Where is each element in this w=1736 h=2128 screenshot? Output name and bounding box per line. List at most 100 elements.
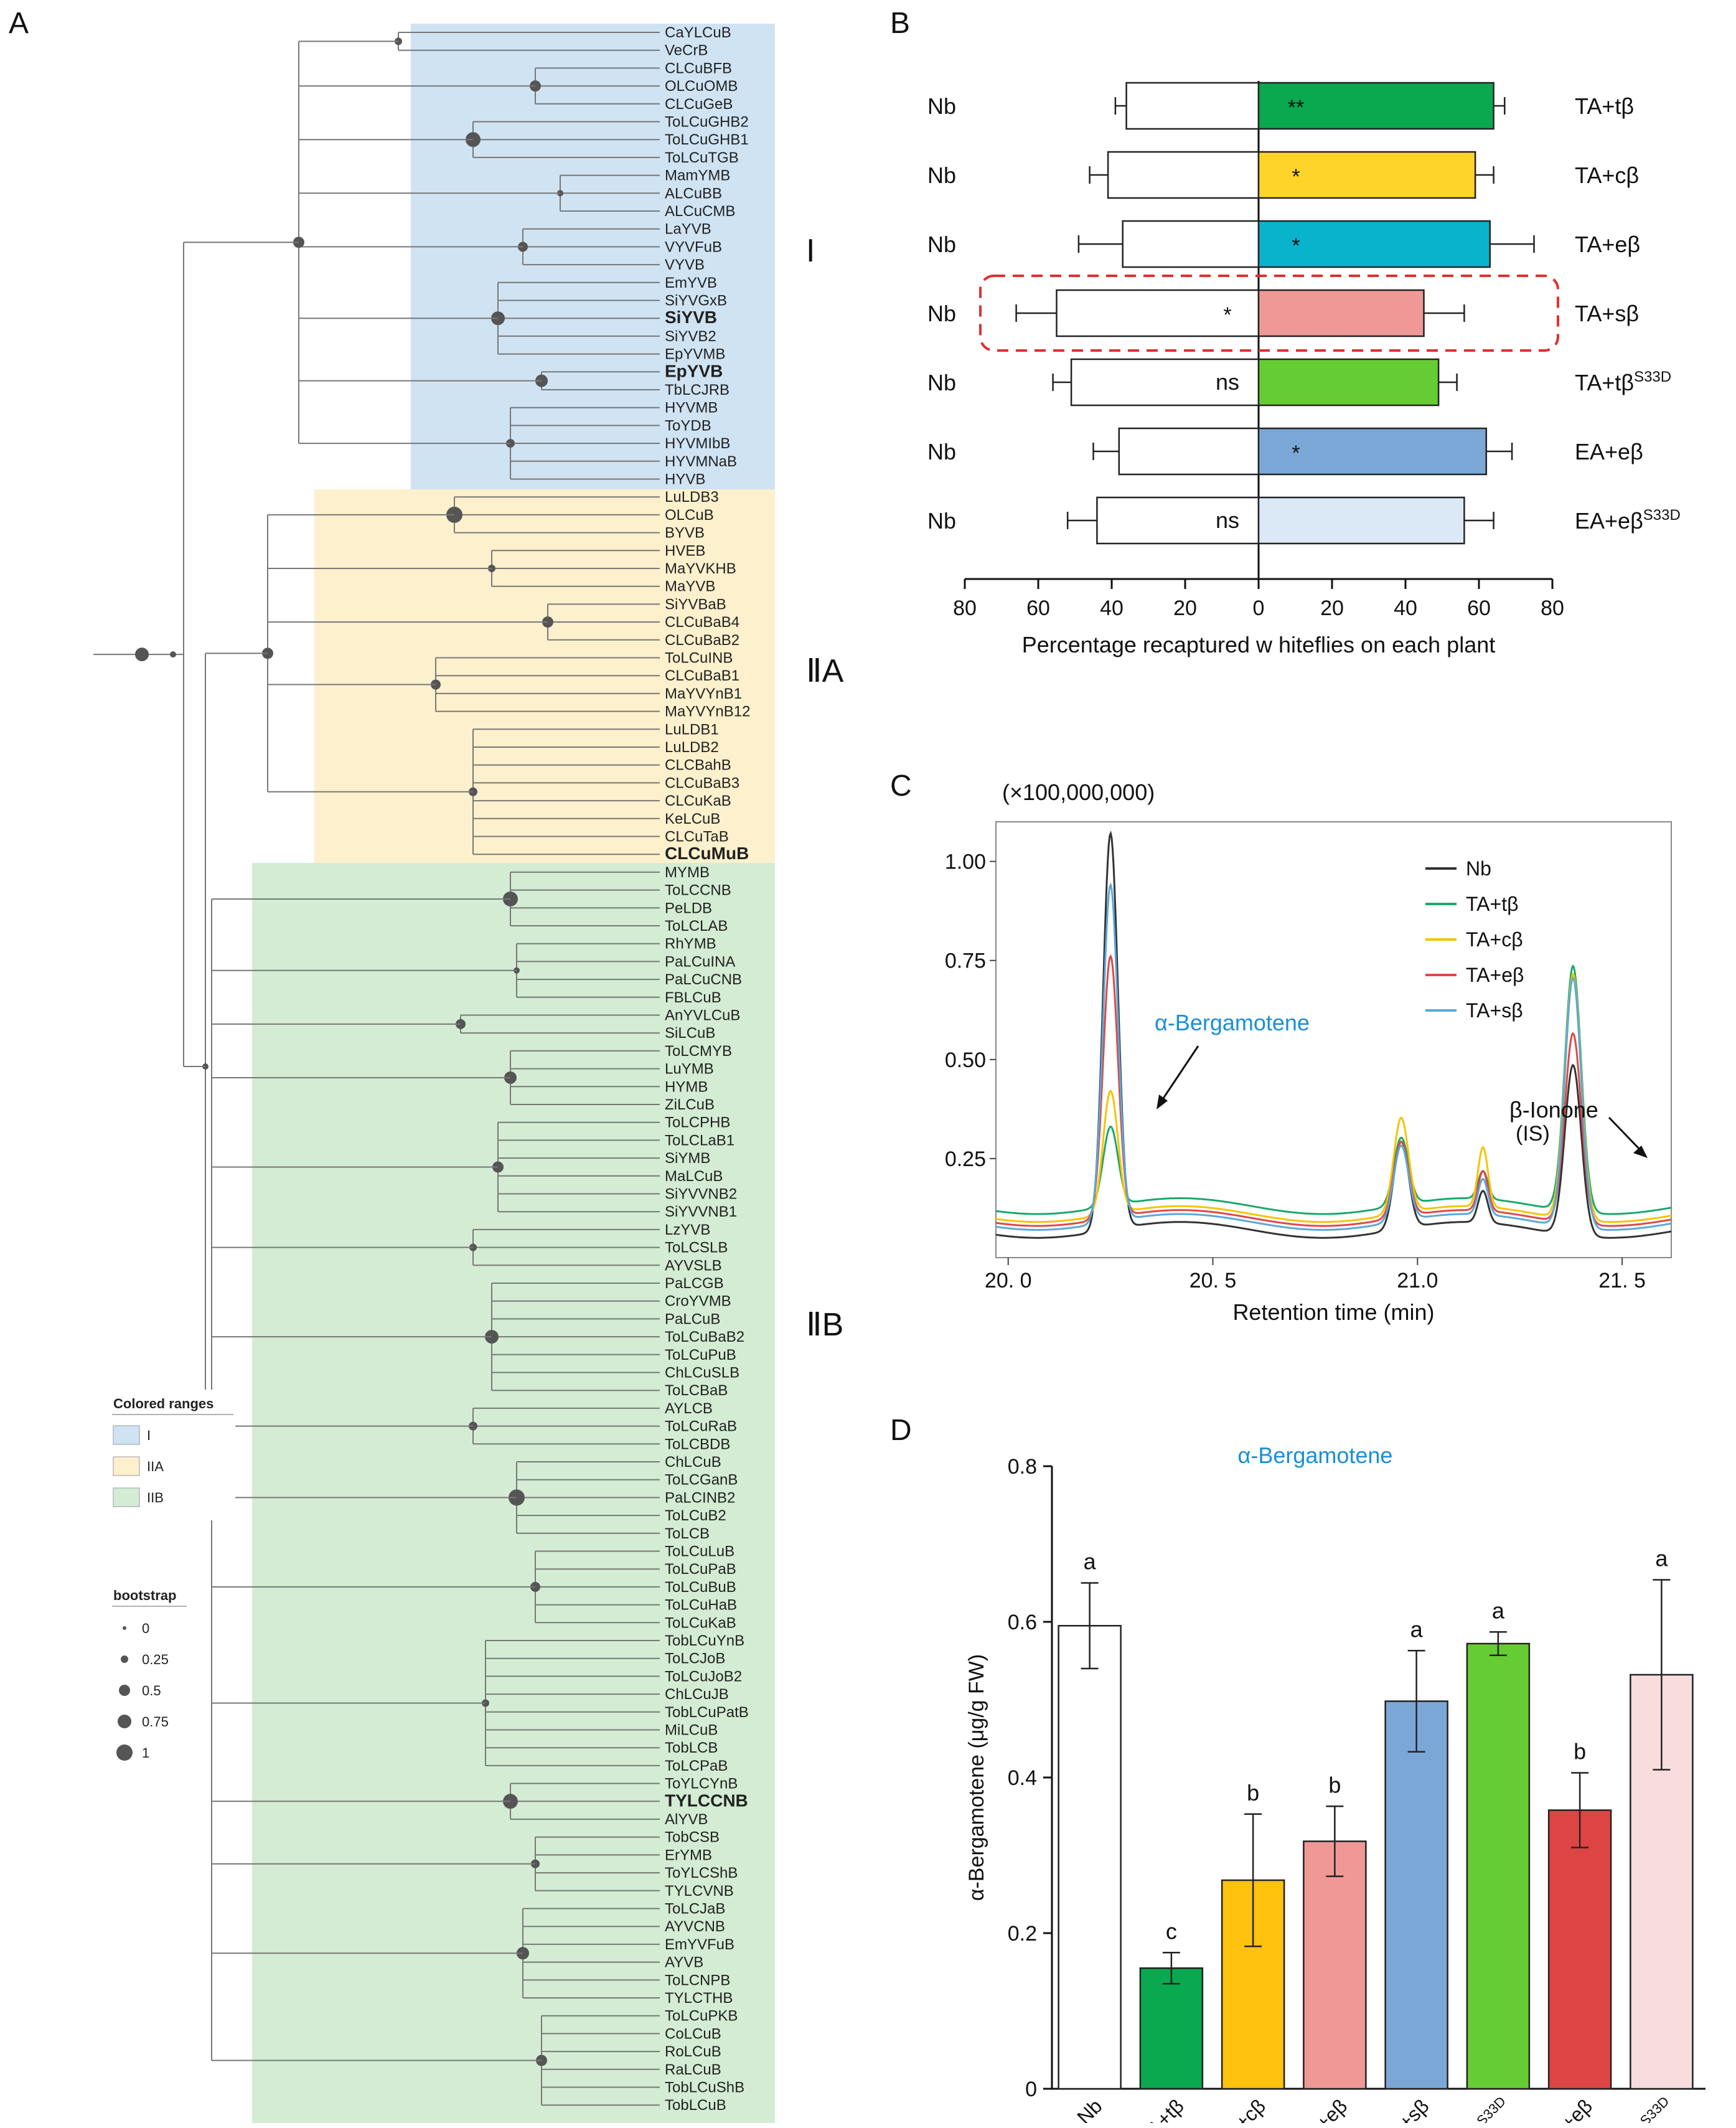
internal-standard-label: (IS): [1516, 1122, 1550, 1146]
significance-label: *: [1223, 303, 1231, 327]
leaf-label: TbLCJRB: [665, 382, 730, 398]
y-axis-title: α-Bergamotene (μg/g FW): [965, 1654, 988, 1901]
leaf-label: SiYVVNB2: [665, 1186, 737, 1203]
x-tick-label: 21.0: [1397, 1269, 1438, 1292]
nb-label: Nb: [927, 232, 956, 257]
beta-ionone-annotation: β-Ionone: [1509, 1097, 1598, 1123]
x-tick-label: 60: [1467, 596, 1491, 620]
legend-label: TA+cβ: [1466, 928, 1523, 951]
leaf-label: MiLCuB: [665, 1722, 718, 1739]
x-category-label: TA+tβ: [1135, 2094, 1188, 2123]
leaf-label: LuLDB2: [665, 739, 719, 756]
leaf-label: MaYVYnB12: [665, 704, 750, 720]
treatment-label: TA+tβS33D: [1575, 369, 1671, 395]
leaf-label: CLCuGeB: [665, 96, 733, 113]
significance-label: **: [1288, 96, 1304, 120]
significance-label: *: [1292, 441, 1300, 465]
leaf-label: PaLCuINA: [665, 953, 735, 970]
leaf-label: SiYVB2: [665, 328, 716, 345]
leaf-label: AYVB: [665, 1954, 703, 1971]
leaf-label: ChLCuB: [665, 1454, 721, 1471]
leaf-label: ToLCCNB: [665, 882, 731, 899]
beta-arrow: [1608, 1116, 1643, 1153]
y-tick-label: 0: [1025, 2078, 1037, 2101]
row-ta-t-s33d: ns Nb TA+tβS33D: [927, 358, 1671, 407]
legend-bootstrap-dot: [118, 1715, 131, 1728]
legend-swatch-iia: [113, 1456, 140, 1476]
leaf-label: ToLCuBaB2: [665, 1329, 744, 1345]
leaf-label: AYVCNB: [665, 1918, 725, 1935]
leaf-label: BYVB: [665, 525, 705, 542]
leaf-label: ZiLCuB: [665, 1096, 715, 1113]
leaf-label: LuYMB: [665, 1061, 714, 1078]
leaf-label: LzYVB: [665, 1222, 710, 1238]
significance-letter: b: [1328, 1772, 1341, 1797]
x-axis-title: Retention time (min): [1232, 1299, 1434, 1325]
legend-ranges-title: Colored ranges: [113, 1396, 213, 1411]
panel-label-a: A: [9, 7, 29, 40]
leaf-label: ToLCuTGB: [665, 149, 739, 166]
leaf-label: HYVB: [665, 471, 705, 488]
leaf-label: ToLCuKaB: [665, 1614, 736, 1631]
nb-label: Nb: [927, 508, 956, 534]
leaf-label: TYLCTHB: [665, 1990, 733, 2007]
nb-bar: [1107, 151, 1260, 199]
leaf-label: ToLCJoB: [665, 1650, 725, 1667]
bar-ta-t: [1139, 1967, 1204, 2090]
x-axis-title: Percentage recaptured w hiteflies on eac…: [1022, 632, 1495, 657]
leaf-label: SiYVVNB1: [665, 1203, 737, 1220]
leaf-label: ToLCSLB: [665, 1240, 728, 1256]
leaf-label: EmYVFuB: [665, 1936, 734, 1953]
leaf-label: CLCBahB: [665, 757, 731, 774]
leaf-label: RaLCuB: [665, 2061, 721, 2078]
legend-bootstrap-dot: [121, 1655, 128, 1663]
row-ea-e: * Nb EA+eβ: [927, 427, 1643, 476]
nb-label: Nb: [927, 93, 956, 119]
leaf-label: ToYLCYnB: [665, 1776, 738, 1792]
treatment-label: TA+cβ: [1575, 162, 1639, 188]
leaf-label: FBLCuB: [665, 989, 721, 1006]
group-label-b: ⅡB: [806, 1307, 843, 1343]
leaf-label: CLCuBaB2: [665, 632, 739, 649]
leaf-label: RhYMB: [665, 936, 716, 953]
significance-letter: a: [1492, 1598, 1505, 1623]
leaf-label: ToLCPHB: [665, 1114, 730, 1131]
row-ta-t: ** Nb TA+tβ: [927, 82, 1634, 130]
leaf-label: AlYVB: [665, 1811, 708, 1828]
nb-bar: [1118, 427, 1260, 476]
leaf-label: ErYMB: [665, 1847, 712, 1863]
leaf-label: CLCuTaB: [665, 829, 729, 845]
legend-bootstrap-dot: [119, 1685, 130, 1696]
leaf-label: PaLCuCNB: [665, 971, 742, 988]
y-tick-label: 0.75: [945, 949, 986, 973]
significance-letter: b: [1247, 1780, 1259, 1806]
significance-letter: b: [1574, 1739, 1586, 1764]
bar-group-ta-c: b TA+cβ: [1214, 1780, 1285, 2123]
legend-range-label: IIB: [147, 1490, 164, 1505]
leaf-label: AYLCB: [665, 1400, 713, 1417]
bar-nb: [1058, 1625, 1122, 2090]
alpha-arrow: [1160, 1045, 1199, 1103]
leaf-label: ALCuCMB: [665, 203, 735, 220]
leaf-label: TYLCCNB: [665, 1791, 748, 1810]
leaf-label: TobLCuB: [665, 2097, 726, 2114]
nb-bar: [1125, 82, 1260, 130]
leaf-label: ToLCNPB: [665, 1972, 730, 1989]
leaf-label: TobLCuPatB: [665, 1704, 749, 1721]
leaf-label: ToLCuPKB: [665, 2008, 738, 2025]
bar-group-ta-e: b TA+eβ: [1295, 1772, 1367, 2123]
range-bg-i: [411, 24, 775, 489]
leaf-label: ToLCMYB: [665, 1043, 732, 1060]
leaf-label: CaYLCuB: [665, 24, 731, 41]
nb-label: Nb: [927, 439, 956, 464]
leaf-label: ChLCuSLB: [665, 1365, 739, 1382]
legend-swatch-iib: [113, 1487, 140, 1507]
x-tick-label: 0: [1253, 596, 1265, 620]
nb-bar: [1096, 496, 1260, 545]
leaf-label: CLCuBFB: [665, 60, 732, 77]
leaf-label: ToLCLAB: [665, 918, 728, 935]
x-tick-label: 80: [953, 596, 977, 620]
whitefly-choice-chart: ** Nb TA+tβ * Nb TA+cβ * Nb TA+eβ * Nb TA+sβ ns Nb TA+…: [927, 81, 1681, 657]
leaf-label: HYVMNaB: [665, 453, 737, 470]
leaf-label: SiYVBaB: [665, 596, 726, 613]
